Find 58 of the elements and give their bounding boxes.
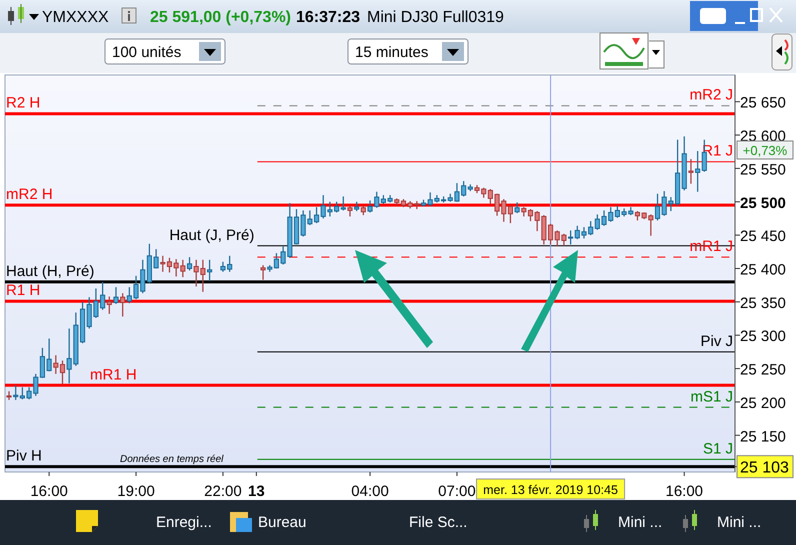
text: Mini ... (717, 514, 762, 531)
y-tick-label: 25 103 (740, 460, 790, 477)
text: 15 minutes (355, 44, 428, 61)
ref-line-label: S1 J (702, 440, 733, 458)
text: File Sc... (409, 514, 468, 531)
ref-line-label: Haut (H, Pré) (6, 262, 94, 280)
text: Mini DJ30 Full0319 (367, 9, 504, 26)
text: YMXXXX (42, 9, 110, 26)
y-tick-label: 25 550 (740, 161, 786, 178)
x-tick-label: 16:00 (665, 483, 704, 500)
candlestick (695, 150, 700, 192)
candlestick (354, 201, 360, 212)
y-tick-label: 25 200 (740, 394, 786, 412)
x-tick-label: 16:00 (30, 483, 68, 500)
candlestick (186, 256, 192, 272)
candlestick (347, 205, 353, 218)
candlestick (113, 286, 119, 304)
ref-line-label: mR2 J (690, 86, 733, 104)
candlestick (207, 259, 212, 282)
candlestick (514, 202, 520, 214)
ref-line-label: R1 H (6, 282, 40, 300)
text: 100 unités (112, 44, 182, 61)
candlestick (688, 158, 694, 184)
y-tick-label: 25 350 (740, 294, 786, 312)
ref-line-label: Piv H (6, 448, 42, 465)
x-tick-label: 13 (248, 483, 265, 500)
y-tick-label: 25 150 (740, 428, 786, 446)
text: Bureau (258, 514, 306, 531)
x-tick-label: mer. 13 févr. 2019 10:45 (483, 483, 618, 497)
candlestick (648, 214, 654, 236)
ref-line-label: Piv J (700, 332, 733, 350)
text: +0,73% (742, 143, 788, 158)
ref-line-label: mR2 H (6, 186, 53, 204)
candlestick (260, 264, 266, 280)
text: 25 591,00 (+0,73%) (150, 9, 291, 26)
annotation: Données en temps réel (120, 454, 224, 465)
candlestick (180, 259, 186, 278)
y-tick-label: 25 500 (740, 194, 786, 212)
text: 16:37:23 (296, 9, 360, 26)
ref-line-label: Haut (J, Pré) (169, 226, 254, 244)
candlestick (360, 205, 366, 216)
y-tick-label: 25 300 (740, 328, 786, 346)
ref-line-label: mR1 H (90, 366, 137, 384)
y-tick-label: 25 400 (740, 261, 786, 278)
ref-line-label: mS1 J (690, 388, 733, 406)
candlestick (414, 200, 420, 210)
x-tick-label: 04:00 (351, 483, 389, 500)
y-tick-label: 25 250 (740, 362, 786, 379)
y-tick-label: 25 650 (740, 94, 786, 112)
x-tick-label: 07:00 (438, 483, 476, 500)
y-tick-label: 25 450 (740, 228, 786, 246)
x-tick-label: 22:00 (204, 483, 242, 500)
ref-line-label: R2 H (6, 94, 40, 112)
candlestick (106, 296, 112, 314)
text: Mini ... (618, 514, 662, 531)
x-tick-label: 19:00 (117, 483, 155, 500)
candlestick (120, 292, 126, 318)
text: Enregi... (156, 514, 212, 531)
